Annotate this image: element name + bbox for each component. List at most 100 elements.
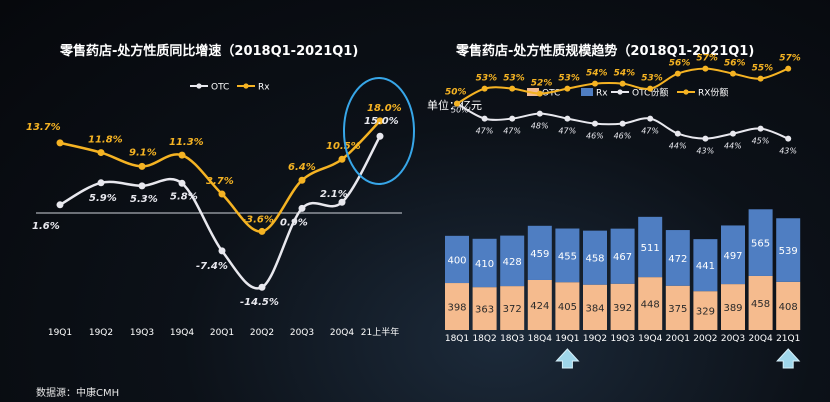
point-otc-share [730,130,736,137]
bar-label-rx: 428 [503,257,522,268]
bar-rx [445,235,469,284]
point-rx [298,176,306,184]
legend-label-rx-share: RX份额 [698,87,728,99]
bar-otc [500,286,525,330]
x-tick-label: 21Q1 [776,334,800,344]
bar-rx [583,230,607,285]
x-tick-label: 19Q1 [555,334,579,344]
bar-label-rx: 458 [585,254,604,265]
bar-label-otc: 372 [503,304,522,315]
growth-line-chart: OTC Rx 19Q1 19Q2 19Q3 19Q4 20Q1 20Q2 20Q3 20Q4 21… [26,77,415,338]
point-rx-share [785,65,792,72]
bar-rx [748,209,773,276]
point-rx-share [674,70,681,77]
bar-otc [693,291,718,330]
share-label-rx-share: 55% [752,64,774,74]
share-label-rx-share: 54% [614,69,636,79]
x-tick-label: 20Q1 [666,334,690,344]
bar-label-otc: 408 [779,302,798,313]
bar-label-otc: 392 [613,303,632,314]
x-tick-label: 19Q4 [170,328,195,338]
point-rx [218,190,226,198]
bar-otc [776,281,801,330]
data-label-rx: 18.0% [367,103,402,114]
bar-label-otc: 448 [641,300,660,311]
point-otc [338,198,346,206]
point-otc-share [564,115,571,122]
scale-bar-chart: OTC Rx OTC份额 RX份额 单位：亿元 3984003634103724284… [427,54,801,369]
point-rx-share [730,70,736,77]
data-source: 数据源：中康CMH [36,388,120,399]
point-rx [338,155,346,163]
point-otc [178,179,186,187]
bar-rx [555,228,580,283]
point-otc-share [536,110,543,117]
point-otc [218,247,226,255]
share-label-otc-share: 47% [476,127,494,136]
point-otc-share [702,135,709,142]
x-tick-label: 20Q2 [250,328,274,338]
point-rx [376,117,384,125]
share-label-otc-share: 46% [614,132,632,141]
bar-label-otc: 424 [530,301,549,312]
data-label-rx: -3.6% [242,214,274,225]
data-label-otc: 1.6% [32,221,60,232]
bar-label-rx: 497 [723,251,742,262]
share-label-otc-share: 45% [752,137,770,146]
legend-label-otc: OTC [211,83,229,93]
x-tick-label: 20Q1 [210,328,234,338]
point-otc [376,132,384,140]
bar-label-otc: 375 [668,304,687,315]
bar-label-otc: 384 [585,303,604,314]
bar-label-otc: 398 [447,303,466,314]
data-label-otc: -14.5% [240,297,279,308]
legend-label-rx: Rx [258,83,270,93]
point-otc [138,182,146,190]
point-rx-share [536,90,543,97]
point-otc [97,179,105,187]
bar-label-rx: 441 [696,261,715,272]
legend-marker-rx-share [683,89,689,95]
bar-label-rx: 539 [779,246,798,257]
bar-label-otc: 389 [723,303,742,314]
point-otc-share [647,115,654,122]
share-label-rx-share: 54% [586,69,608,79]
point-otc-share [481,115,488,122]
data-label-otc: 5.3% [130,194,158,205]
legend-label-otc-share: OTC份额 [632,87,668,99]
bar-rx [721,225,745,285]
point-rx-share [454,100,460,107]
data-label-otc: 5.8% [170,191,198,202]
data-label-otc: 0.9% [280,217,308,228]
share-label-otc-share: 48% [531,122,549,131]
bar-otc [665,285,690,330]
point-otc-share [619,120,626,127]
share-label-otc-share: 44% [669,142,687,151]
bar-label-rx: 455 [558,251,577,262]
share-label-otc-share: 46% [586,132,604,141]
point-rx [56,139,64,147]
point-rx-share [757,75,764,82]
left-chart-title: 零售药店-处方性质同比增速（2018Q1-2021Q1) [60,44,359,59]
bar-otc [638,277,663,330]
up-arrow-icon [776,348,801,369]
legend-label-otc: OTC [542,89,560,99]
legend-marker-otc-share [617,89,623,95]
share-label-otc-share: 43% [779,147,797,156]
point-rx-share [702,65,709,72]
share-label-otc-share: 47% [503,127,521,136]
x-tick-label: 19Q3 [130,328,154,338]
x-tick-label: 18Q2 [472,334,496,344]
bar-label-rx: 472 [668,254,687,265]
point-otc-share [509,115,516,122]
data-label-otc: 15.0% [364,116,399,127]
point-rx [258,227,266,235]
share-label-otc-share: 50% [451,106,469,115]
x-tick-label: 19Q4 [638,334,663,344]
data-label-otc: 2.1% [320,189,348,200]
bar-label-rx: 511 [641,243,660,254]
bar-rx [610,228,635,284]
share-label-otc-share: 43% [696,147,714,156]
point-otc [258,283,266,291]
